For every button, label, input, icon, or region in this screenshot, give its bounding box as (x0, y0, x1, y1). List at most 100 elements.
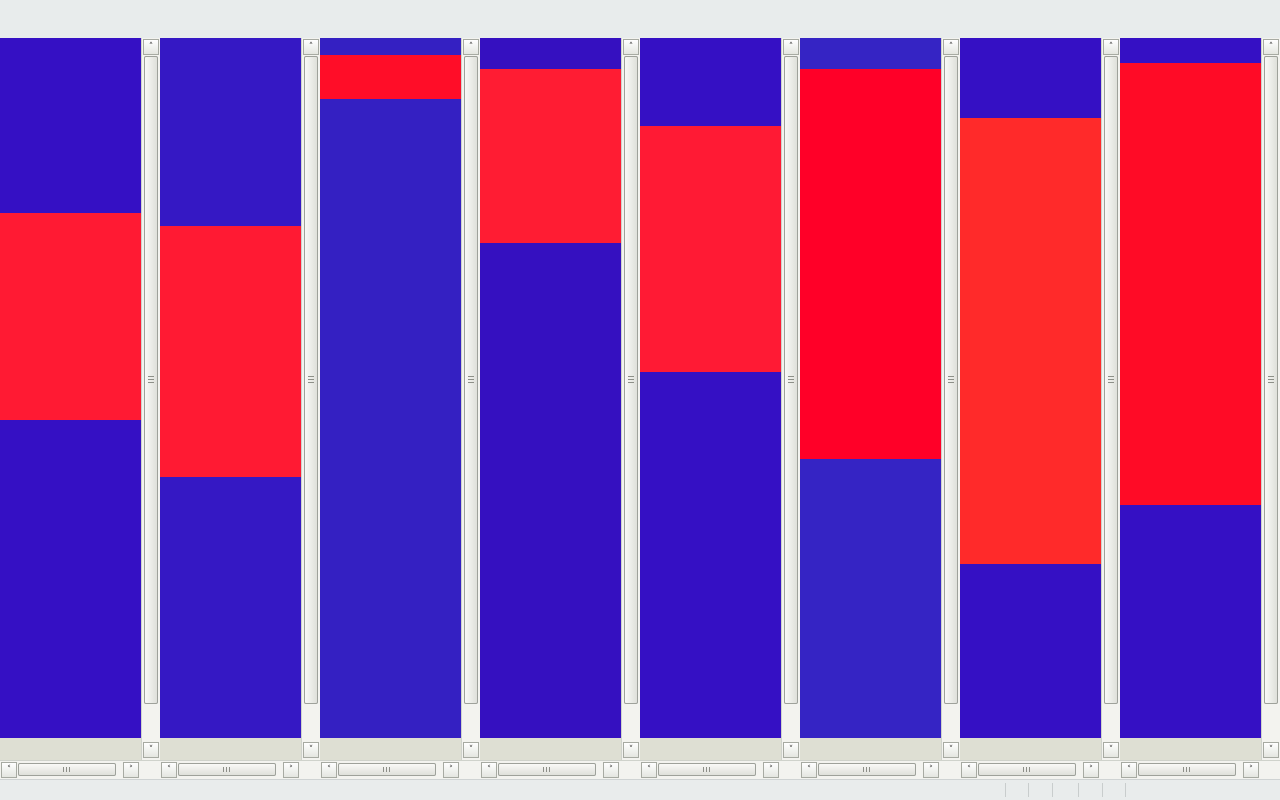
arrow-right-icon[interactable]: ˃ (1083, 762, 1099, 778)
status-bar (0, 779, 1280, 800)
scroll-pane: ˄ ˅ ˂ ˃ (0, 38, 160, 779)
pane-viewport (480, 38, 621, 738)
scroll-pane: ˄ ˅ ˂ ˃ (800, 38, 960, 779)
arrow-right-icon[interactable]: ˃ (603, 762, 619, 778)
scroll-thumb-horizontal[interactable] (178, 763, 276, 776)
top-band (0, 0, 1280, 39)
red-band (1120, 63, 1261, 505)
panes-container: ˄ ˅ ˂ ˃ ˄ ˅ ˂ ˃ ˄ ˅ ˂ ˃ ˄ ˅ ˂ ˃ ˄ ˅ ˂ ˃ ˄ ˅ ˂ ˃ ˄ ˅ ˂ ˃ ˄ ˅ ˂ ˃ (0, 38, 1280, 779)
scroll-pane: ˄ ˅ ˂ ˃ (960, 38, 1120, 779)
arrow-left-icon[interactable]: ˂ (801, 762, 817, 778)
horizontal-scrollbar[interactable]: ˂ ˃ (0, 760, 160, 779)
pane-footer (0, 738, 141, 760)
horizontal-scrollbar[interactable]: ˂ ˃ (800, 760, 960, 779)
arrow-right-icon[interactable]: ˃ (763, 762, 779, 778)
arrow-down-icon[interactable]: ˅ (943, 742, 959, 758)
scroll-thumb[interactable] (144, 56, 158, 704)
scroll-pane: ˄ ˅ ˂ ˃ (320, 38, 480, 779)
arrow-left-icon[interactable]: ˂ (1, 762, 17, 778)
arrow-up-icon[interactable]: ˄ (623, 39, 639, 55)
arrow-right-icon[interactable]: ˃ (123, 762, 139, 778)
pane-footer (800, 738, 941, 760)
pane-footer (320, 738, 461, 760)
grip-icon (308, 376, 314, 383)
vertical-scrollbar[interactable]: ˄ ˅ (781, 38, 800, 760)
grip-icon (1023, 767, 1030, 772)
horizontal-scrollbar[interactable]: ˂ ˃ (160, 760, 320, 779)
vertical-scrollbar[interactable]: ˄ ˅ (301, 38, 320, 760)
horizontal-scrollbar[interactable]: ˂ ˃ (1120, 760, 1280, 779)
arrow-down-icon[interactable]: ˅ (143, 742, 159, 758)
pane-viewport (960, 38, 1101, 738)
arrow-right-icon[interactable]: ˃ (923, 762, 939, 778)
scroll-thumb[interactable] (624, 56, 638, 704)
grip-icon (223, 767, 230, 772)
vertical-scrollbar[interactable]: ˄ ˅ (461, 38, 480, 760)
grip-icon (948, 376, 954, 383)
pane-footer (640, 738, 781, 760)
pane-viewport (320, 38, 461, 738)
vertical-scrollbar[interactable]: ˄ ˅ (621, 38, 640, 760)
pane-footer (1120, 738, 1261, 760)
red-band (960, 118, 1101, 564)
arrow-left-icon[interactable]: ˂ (961, 762, 977, 778)
scroll-thumb[interactable] (944, 56, 958, 704)
arrow-down-icon[interactable]: ˅ (303, 742, 319, 758)
scroll-thumb[interactable] (304, 56, 318, 704)
grip-icon (1268, 376, 1274, 383)
scroll-thumb-horizontal[interactable] (658, 763, 756, 776)
scroll-thumb[interactable] (464, 56, 478, 704)
red-band (0, 213, 141, 420)
vertical-scrollbar[interactable]: ˄ ˅ (1101, 38, 1120, 760)
arrow-right-icon[interactable]: ˃ (1243, 762, 1259, 778)
arrow-left-icon[interactable]: ˂ (321, 762, 337, 778)
grip-icon (148, 376, 154, 383)
arrow-right-icon[interactable]: ˃ (443, 762, 459, 778)
scroll-thumb-horizontal[interactable] (338, 763, 436, 776)
scroll-thumb[interactable] (1264, 56, 1278, 704)
vertical-scrollbar[interactable]: ˄ ˅ (141, 38, 160, 760)
pane-viewport (800, 38, 941, 738)
arrow-up-icon[interactable]: ˄ (303, 39, 319, 55)
arrow-up-icon[interactable]: ˄ (463, 39, 479, 55)
scroll-thumb-horizontal[interactable] (978, 763, 1076, 776)
arrow-up-icon[interactable]: ˄ (1263, 39, 1279, 55)
vertical-scrollbar[interactable]: ˄ ˅ (1261, 38, 1280, 760)
arrow-down-icon[interactable]: ˅ (1263, 742, 1279, 758)
arrow-left-icon[interactable]: ˂ (161, 762, 177, 778)
scroll-pane: ˄ ˅ ˂ ˃ (480, 38, 640, 779)
red-band (160, 226, 301, 477)
pane-footer (960, 738, 1101, 760)
scroll-thumb-horizontal[interactable] (18, 763, 116, 776)
scroll-thumb-horizontal[interactable] (498, 763, 596, 776)
arrow-down-icon[interactable]: ˅ (1103, 742, 1119, 758)
pane-viewport (0, 38, 141, 738)
arrow-left-icon[interactable]: ˂ (1121, 762, 1137, 778)
grip-icon (628, 376, 634, 383)
scroll-pane: ˄ ˅ ˂ ˃ (160, 38, 320, 779)
arrow-down-icon[interactable]: ˅ (463, 742, 479, 758)
arrow-up-icon[interactable]: ˄ (783, 39, 799, 55)
scroll-thumb[interactable] (784, 56, 798, 704)
pane-viewport (160, 38, 301, 738)
scroll-thumb-horizontal[interactable] (818, 763, 916, 776)
arrow-up-icon[interactable]: ˄ (1103, 39, 1119, 55)
grip-icon (468, 376, 474, 383)
arrow-down-icon[interactable]: ˅ (623, 742, 639, 758)
arrow-up-icon[interactable]: ˄ (943, 39, 959, 55)
horizontal-scrollbar[interactable]: ˂ ˃ (320, 760, 480, 779)
arrow-up-icon[interactable]: ˄ (143, 39, 159, 55)
pane-viewport (640, 38, 781, 738)
scroll-thumb-horizontal[interactable] (1138, 763, 1236, 776)
arrow-left-icon[interactable]: ˂ (641, 762, 657, 778)
vertical-scrollbar[interactable]: ˄ ˅ (941, 38, 960, 760)
scroll-thumb[interactable] (1104, 56, 1118, 704)
horizontal-scrollbar[interactable]: ˂ ˃ (640, 760, 800, 779)
arrow-left-icon[interactable]: ˂ (481, 762, 497, 778)
arrow-down-icon[interactable]: ˅ (783, 742, 799, 758)
arrow-right-icon[interactable]: ˃ (283, 762, 299, 778)
grip-icon (1108, 376, 1114, 383)
horizontal-scrollbar[interactable]: ˂ ˃ (960, 760, 1120, 779)
horizontal-scrollbar[interactable]: ˂ ˃ (480, 760, 640, 779)
